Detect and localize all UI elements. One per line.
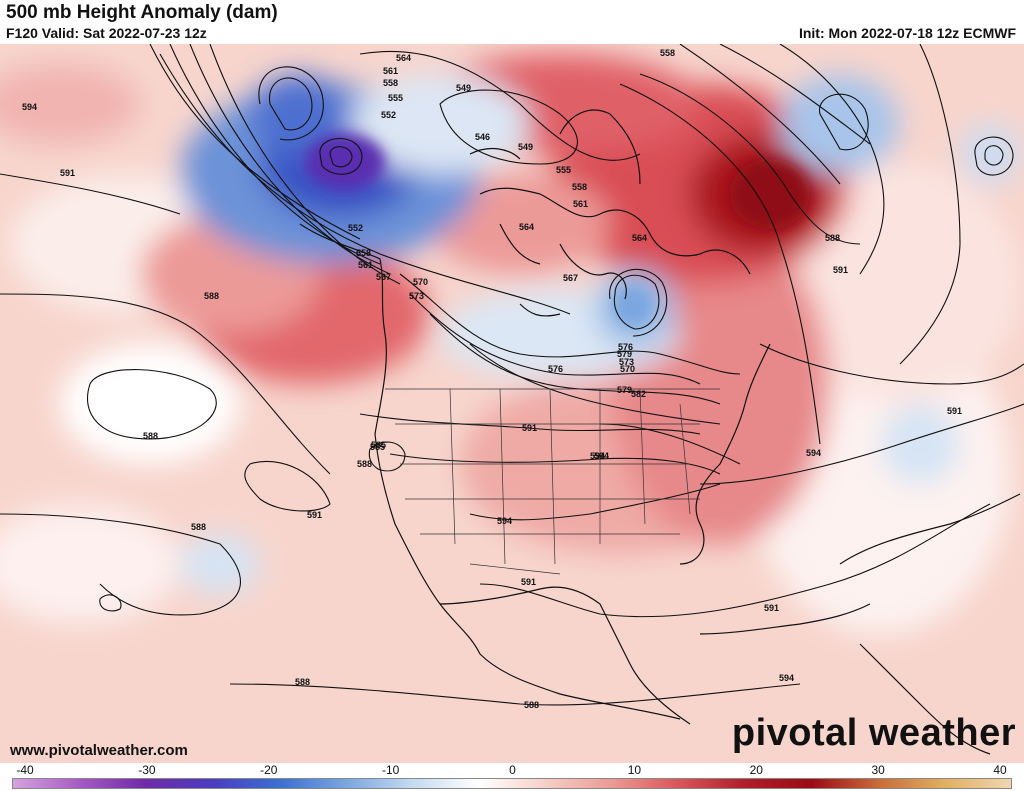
contour-label: 552 [348,223,363,233]
contour-label: 588 [143,431,158,441]
contour-label: 558 [383,78,398,88]
contour-label: 561 [358,260,373,270]
contour-label: 561 [383,66,398,76]
contour-label: 591 [947,406,962,416]
pivotal-weather-logo: pivotal weather [731,712,1016,754]
contour-label: 579 [617,349,632,359]
contour-label: 555 [556,165,571,175]
contour-label: 591 [522,423,537,433]
header: 500 mb Height Anomaly (dam) F120 Valid: … [0,0,1024,44]
colorbar-tick-label: 20 [749,763,763,777]
contour-label: 564 [519,222,534,232]
contour-label: 591 [307,510,322,520]
contour-label: 549 [518,142,533,152]
colorbar-tick-label: -30 [138,763,156,777]
contour-label: 558 [572,182,587,192]
contour-label: 594 [22,102,37,112]
colorbar-tick-label: 30 [871,763,885,777]
contour-label: 594 [806,448,821,458]
valid-time: F120 Valid: Sat 2022-07-23 12z [6,25,207,41]
colorbar-gradient [12,778,1012,789]
contour-label: 594 [590,451,605,461]
anomaly-map: 564 558 561 558 555 552 549 546 549 552 … [0,44,1024,763]
contour-label: 570 [413,277,428,287]
chart-title: 500 mb Height Anomaly (dam) [6,2,278,23]
height-contours [0,44,1024,706]
contour-label: 588 [191,522,206,532]
colorbar-tick-label: 40 [993,763,1007,777]
contour-label: 570 [620,364,635,374]
contour-label: 594 [594,451,609,461]
contour-label: 591 [60,168,75,178]
colorbar-tick-label: -40 [16,763,34,777]
contour-label: 567 [563,273,578,283]
contour-label: 588 [524,700,539,710]
colorbar-tick-label: -10 [381,763,400,777]
contour-label: 576 [618,342,633,352]
contour-label: 588 [357,459,372,469]
contour-label: 546 [475,132,490,142]
contour-label: 552 [381,110,396,120]
contour-label: 573 [409,291,424,301]
contour-label: 558 [356,248,371,258]
contour-label: 591 [521,577,536,587]
contour-label: 558 [660,48,675,58]
contour-label: 588 [204,291,219,301]
contour-label: 582 [631,389,646,399]
contour-labels: 564 558 561 558 555 552 549 546 549 552 … [22,48,962,710]
contour-label: 594 [779,673,794,683]
website-credit: www.pivotalweather.com [10,742,188,759]
contour-label: 573 [619,357,634,367]
colorbar-tick-label: 0 [509,763,516,777]
contour-label: 561 [573,199,588,209]
contour-label: 567 [376,272,391,282]
contour-label: 588 [295,677,310,687]
contour-label: 585 [370,442,385,452]
contour-label: 555 [388,93,403,103]
contour-label: 591 [833,265,848,275]
colorbar-ticks: -40 -30 -20 -10 0 10 20 30 40 [0,763,1024,777]
contour-label: 564 [632,233,647,243]
borders [385,388,720,575]
init-time: Init: Mon 2022-07-18 12z ECMWF [798,25,1016,41]
contour-label: 588 [825,233,840,243]
colorbar: -40 -30 -20 -10 0 10 20 30 40 [0,763,1024,791]
contour-label: 549 [456,83,471,93]
contour-label: 579 [617,385,632,395]
contour-label: 591 [764,603,779,613]
contour-label: 594 [497,516,512,526]
contour-label: 564 [396,53,411,63]
colorbar-tick-label: 10 [627,763,642,777]
coastlines [299,109,1021,755]
contour-label: 576 [548,364,563,374]
colorbar-tick-label: -20 [260,763,278,777]
contour-label: 585 [371,440,386,450]
